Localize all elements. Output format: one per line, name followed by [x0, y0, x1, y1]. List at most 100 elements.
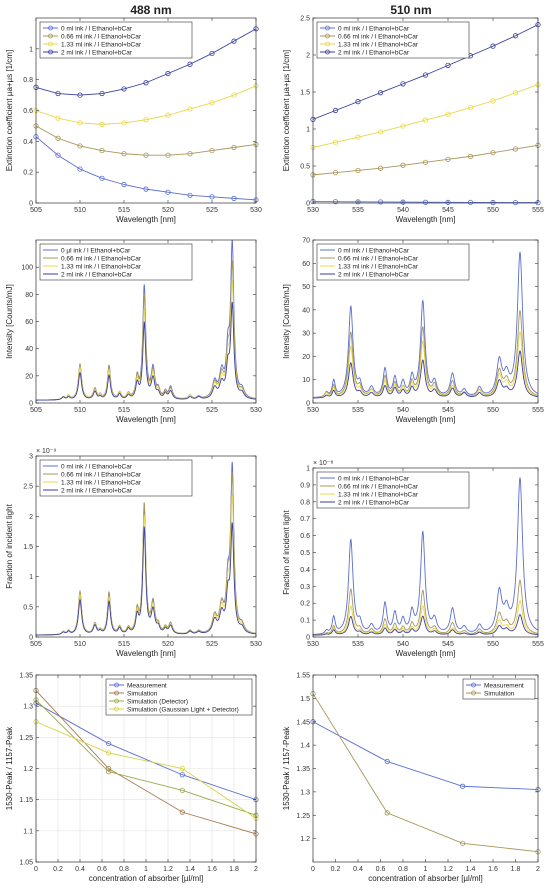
legend-box [39, 243, 193, 281]
x-tick-label: 530 [307, 207, 319, 214]
data-point [121, 181, 127, 188]
column-title-510: 510 nm [390, 3, 431, 17]
x-tick-label: 530 [250, 207, 262, 214]
data-point [332, 107, 339, 114]
y-tick-label: 0.6 [300, 533, 310, 540]
y-axis-label: Fraction of incident light [5, 503, 14, 588]
x-tick-label: 505 [30, 207, 42, 214]
data-point [512, 146, 519, 152]
x-tick-label: 1.6 [207, 866, 217, 873]
y-tick-label: 2 [306, 53, 310, 60]
data-point [490, 43, 496, 49]
y-tick-label: 60 [25, 319, 33, 326]
y-tick-label: 1.2 [23, 766, 33, 773]
y-tick-label: 1.5 [23, 544, 33, 551]
x-axis-label: Wavelength [nm] [396, 215, 456, 224]
data-point [231, 92, 237, 98]
legend-marker [325, 49, 330, 55]
data-point [106, 750, 112, 756]
x-tick-label: 520 [162, 641, 174, 648]
y-tick-label: 1.05 [19, 860, 33, 867]
data-point [99, 147, 105, 154]
x-tick-label: 540 [397, 207, 409, 214]
data-point [490, 98, 496, 104]
series-line [313, 251, 538, 398]
x-tick-label: 530 [250, 641, 262, 648]
series-line [313, 144, 538, 176]
data-point [400, 81, 406, 87]
data-point [143, 152, 149, 158]
series-line [313, 24, 538, 120]
legend-marker [471, 690, 476, 696]
x-tick-label: 0.6 [376, 866, 386, 873]
plot-extinction-510: 530 535 540 545 550 555 0 0.5 1 1.5 2 2.5 Wavelength… [282, 16, 544, 225]
y-tick-label: 0 [306, 201, 310, 208]
data-point [400, 162, 406, 168]
y-tick-label: 0 [29, 401, 33, 408]
data-point [55, 135, 61, 141]
x-tick-label: 515 [118, 641, 130, 648]
data-point [209, 50, 215, 57]
data-point [422, 199, 429, 205]
legend-marker [114, 690, 119, 696]
legend-marker [325, 33, 330, 39]
x-tick-label: 540 [397, 641, 409, 648]
plot-fraction-488: 505 510 515 520 525 530 0 0.5 1 1.5 2 2.5 3 Wavelengt… [5, 448, 262, 658]
data-point [377, 129, 384, 135]
series-line [36, 472, 256, 636]
plot-intensity-510: 530 535 540 545 550 555 0 10 20 30 40 50 60 70 Wavelen… [282, 238, 544, 425]
y-axis-label: Fraction of incident light [282, 509, 291, 594]
y-tick-label: 0 [29, 201, 33, 208]
legend-box [316, 471, 470, 509]
y-tick-label: 1.5 [300, 696, 310, 703]
x-tick-label: 515 [118, 207, 130, 214]
data-point [355, 199, 361, 205]
y-tick-label: 0.5 [300, 164, 310, 171]
y-tick-label: 1.35 [19, 673, 33, 680]
data-point [384, 810, 390, 816]
x-tick-label: 525 [206, 207, 218, 214]
legend-box [316, 21, 470, 59]
x-tick-label: 550 [487, 207, 499, 214]
legend-entry: 0 µl ink / l Ethanol+bCar [61, 247, 131, 254]
data-point [422, 72, 429, 78]
data-point [209, 147, 215, 154]
data-point [143, 80, 149, 86]
x-tick-label: 0.4 [75, 866, 85, 873]
legend-entry: Measurement [127, 682, 167, 689]
data-point [99, 121, 105, 127]
x-tick-label: 1 [144, 866, 148, 873]
series-line [36, 28, 256, 96]
y-tick-label: 0.2 [23, 170, 33, 177]
y-tick-label: 0.8 [300, 499, 310, 506]
legend-entry: 1.33 ml ink / l Ethanol+bCar [61, 41, 142, 48]
x-tick-label: 2 [254, 866, 258, 873]
y-tick-label: 1.5 [300, 90, 310, 97]
plot-extinction-488: 505 510 515 520 525 530 0 0.2 0.4 0.6 0.8 1 Waveleng… [5, 17, 262, 224]
x-tick-label: 545 [442, 207, 454, 214]
data-point [179, 809, 185, 815]
x-tick-label: 535 [352, 207, 364, 214]
y-tick-label: 0.7 [300, 516, 310, 523]
data-point [467, 104, 474, 111]
series-line [36, 136, 256, 201]
data-point [512, 199, 519, 206]
x-tick-label: 525 [206, 641, 218, 648]
y-tick-label: 1.45 [296, 719, 310, 726]
x-tick-label: 1.4 [185, 866, 195, 873]
y-axis-label: Extinction coefficient µa+µs [1/cm] [282, 50, 291, 171]
y-tick-label: 0.3 [300, 584, 310, 591]
y-tick-label: 1.2 [300, 836, 310, 843]
data-point [384, 758, 390, 765]
data-point [55, 115, 61, 121]
y-tick-label: 1.3 [23, 704, 33, 711]
data-point [143, 117, 149, 123]
series-line [313, 309, 538, 399]
data-point [332, 199, 339, 205]
axes-box [312, 239, 539, 404]
data-point [77, 166, 83, 172]
y-tick-label: 0.5 [23, 604, 33, 611]
y-tick-label: 50 [302, 284, 310, 291]
data-point [231, 38, 237, 44]
y-tick-label: 0.2 [300, 601, 310, 608]
